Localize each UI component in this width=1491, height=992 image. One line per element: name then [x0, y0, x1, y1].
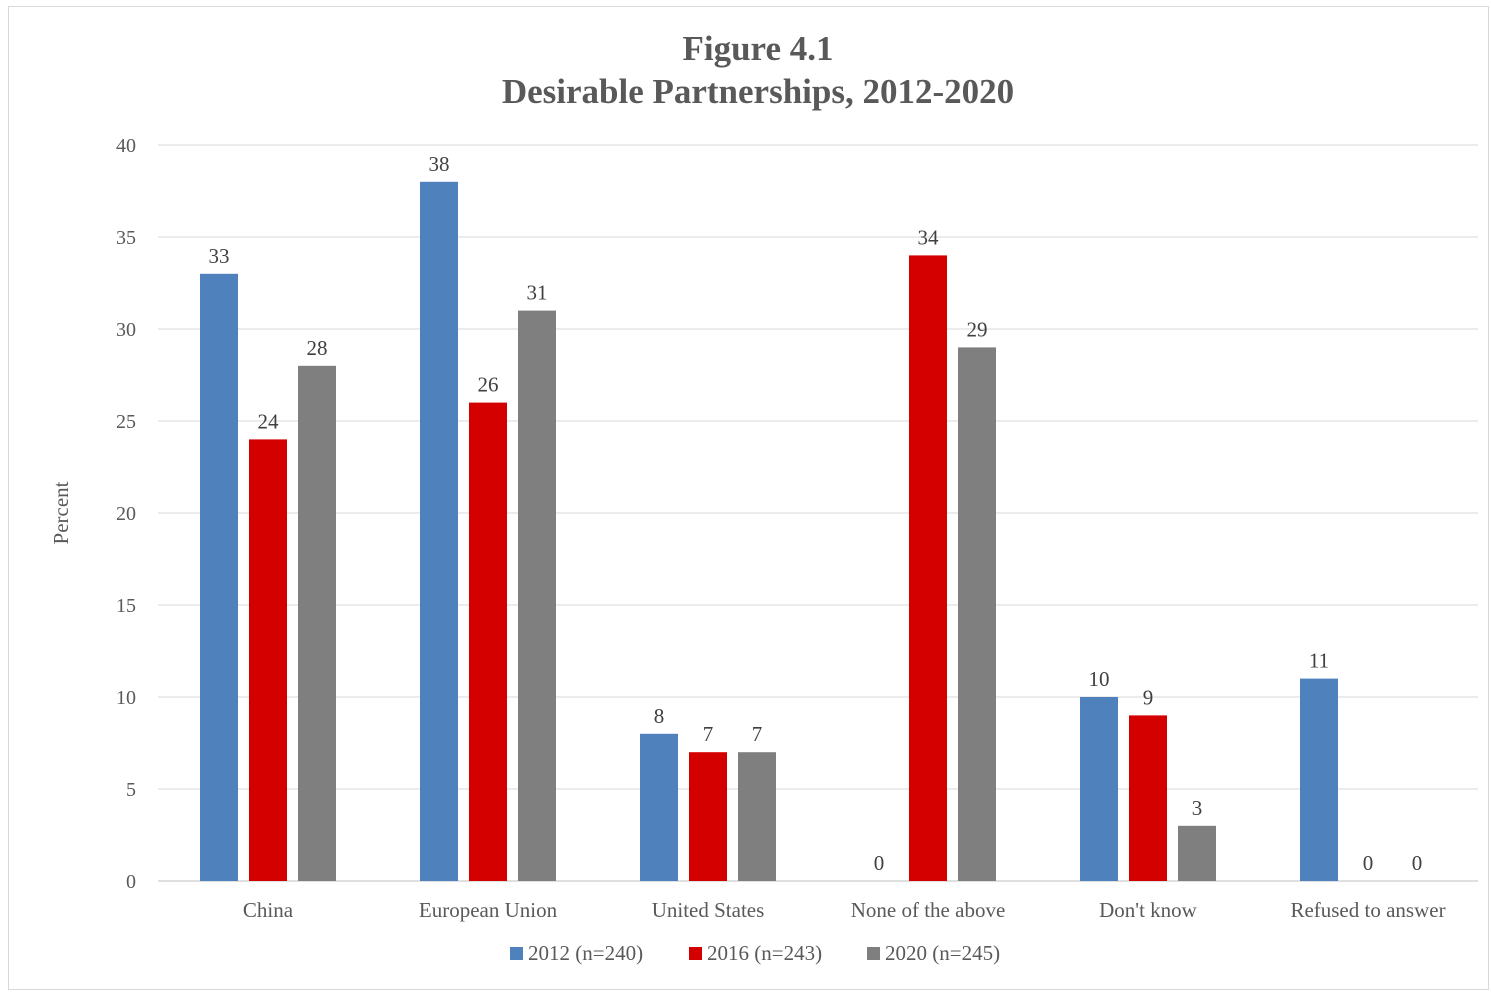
data-label: 29 [967, 317, 988, 341]
bar [1129, 715, 1167, 881]
data-label: 28 [307, 336, 328, 360]
x-category-label: United States [652, 898, 765, 922]
bar [249, 439, 287, 881]
data-label: 8 [654, 704, 665, 728]
y-tick-label: 25 [116, 411, 136, 433]
gridlines [158, 144, 1478, 882]
bar [200, 273, 238, 881]
legend-label: 2016 (n=243) [707, 941, 822, 965]
bar [958, 347, 996, 881]
data-label: 11 [1309, 649, 1329, 673]
data-label: 3 [1192, 796, 1203, 820]
bar [738, 752, 776, 881]
bars [200, 181, 1338, 882]
y-tick-label: 30 [116, 319, 136, 341]
chart-title: Figure 4.1 [682, 29, 833, 68]
legend-swatch [510, 947, 523, 960]
y-tick-label: 35 [116, 227, 136, 249]
x-category-label: None of the above [851, 898, 1006, 922]
x-category-label: Refused to answer [1290, 898, 1445, 922]
data-label: 38 [429, 152, 450, 176]
bar [1178, 825, 1216, 881]
legend-swatch [689, 947, 702, 960]
bar [1080, 697, 1118, 881]
bar [689, 752, 727, 881]
bar [640, 733, 678, 881]
bar [1300, 678, 1338, 881]
data-label: 31 [527, 281, 548, 305]
x-category-label: European Union [419, 898, 558, 922]
legend-label: 2020 (n=245) [885, 941, 1000, 965]
data-label: 24 [258, 409, 280, 433]
data-label: 33 [209, 244, 230, 268]
y-tick-label: 5 [126, 779, 136, 801]
y-axis-title: Percent [49, 481, 73, 544]
data-label: 9 [1143, 685, 1154, 709]
data-label: 0 [1412, 851, 1423, 875]
data-label: 7 [752, 722, 763, 746]
data-label: 0 [1363, 851, 1374, 875]
y-tick-label: 10 [116, 687, 136, 709]
legend-label: 2012 (n=240) [528, 941, 643, 965]
data-label: 7 [703, 722, 714, 746]
chart-subtitle: Desirable Partnerships, 2012-2020 [502, 72, 1014, 111]
bar [518, 310, 556, 882]
x-axis-categories: China European Union United States None of … [243, 898, 1446, 922]
x-category-label: Don't know [1099, 898, 1198, 922]
legend-swatch [867, 947, 880, 960]
bar [420, 181, 458, 882]
data-label: 0 [874, 851, 885, 875]
data-labels: 33 24 28 38 26 31 8 7 7 0 34 29 10 9 3 11 0 0 [209, 152, 1423, 875]
data-label: 10 [1089, 667, 1110, 691]
x-category-label: China [243, 898, 294, 922]
legend: 2012 (n=240) 2016 (n=243) 2020 (n=245) [510, 941, 1000, 965]
data-label: 34 [918, 225, 940, 249]
y-tick-label: 20 [116, 503, 136, 525]
y-axis-ticks: 0 5 10 15 20 25 30 35 40 [116, 135, 136, 893]
bar [469, 402, 507, 881]
y-tick-label: 0 [126, 871, 136, 893]
y-tick-label: 15 [116, 595, 136, 617]
bar [298, 365, 336, 881]
y-tick-label: 40 [116, 135, 136, 157]
data-label: 26 [478, 373, 499, 397]
bar [909, 255, 947, 881]
